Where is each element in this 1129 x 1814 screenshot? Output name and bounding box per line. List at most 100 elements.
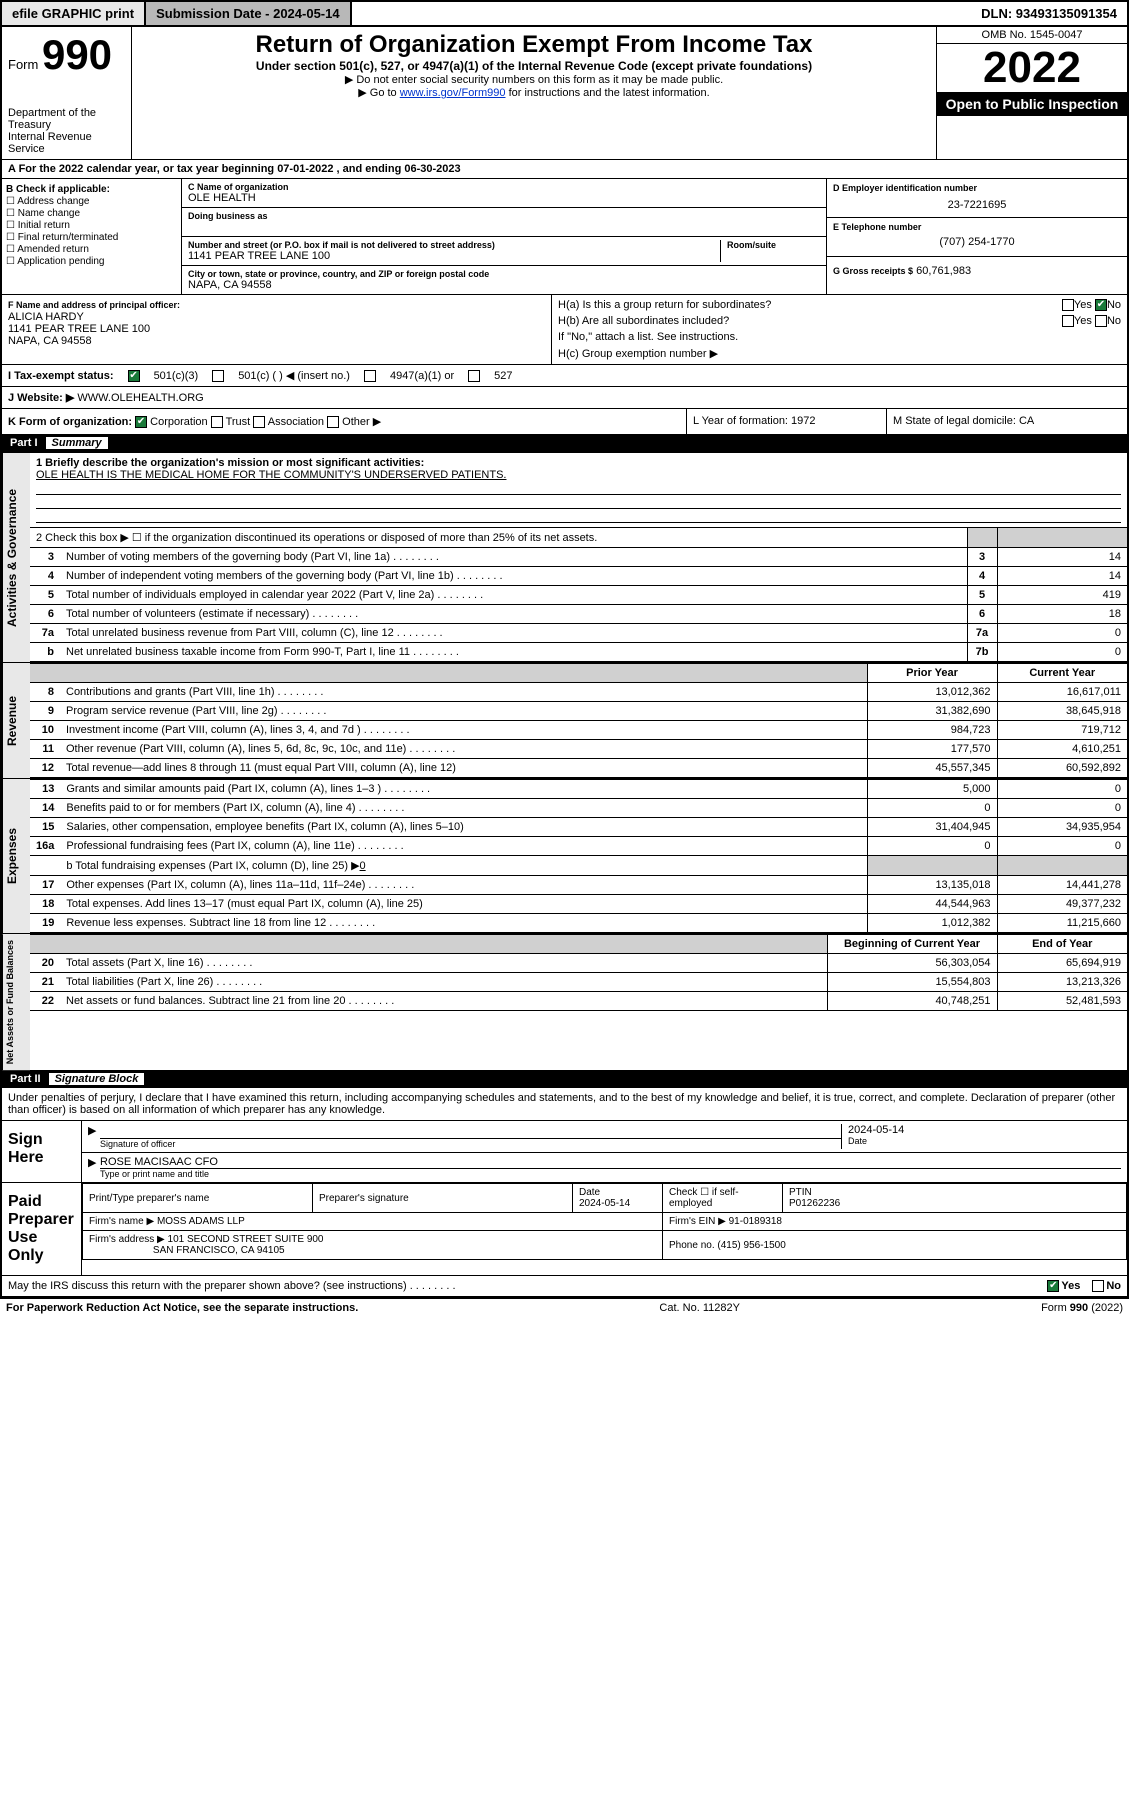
- form-label: Form: [8, 57, 38, 72]
- year-formation: L Year of formation: 1972: [687, 409, 887, 434]
- box-b-header: B Check if applicable:: [6, 184, 177, 195]
- sig-date-value: 2024-05-14: [848, 1124, 1121, 1136]
- chk-application-pending[interactable]: ☐ Application pending: [6, 256, 177, 267]
- line9-prior: 31,382,690: [867, 702, 997, 721]
- side-revenue: Revenue: [2, 663, 30, 778]
- line4-value: 14: [997, 567, 1127, 586]
- ha-no-checkbox[interactable]: ✔: [1095, 299, 1107, 311]
- chk-corporation[interactable]: ✔: [135, 416, 147, 428]
- org-name: OLE HEALTH: [188, 192, 820, 204]
- chk-final-return[interactable]: ☐ Final return/terminated: [6, 232, 177, 243]
- chk-amended-return[interactable]: ☐ Amended return: [6, 244, 177, 255]
- dept-treasury: Department of the Treasury: [8, 107, 125, 131]
- irs-no-label: No: [1106, 1280, 1121, 1292]
- line19-text: Revenue less expenses. Subtract line 18 …: [60, 914, 867, 933]
- line6-text: Total number of volunteers (estimate if …: [60, 605, 967, 624]
- chk-initial-return[interactable]: ☐ Initial return: [6, 220, 177, 231]
- lbl-4947: 4947(a)(1) or: [390, 370, 454, 382]
- officer-addr1: 1141 PEAR TREE LANE 100: [8, 323, 150, 335]
- line3-text: Number of voting members of the governin…: [60, 548, 967, 567]
- line14-current: 0: [997, 799, 1127, 818]
- row-a-tax-year: A For the 2022 calendar year, or tax yea…: [2, 159, 1127, 178]
- irs-yes-checkbox[interactable]: ✔: [1047, 1280, 1059, 1292]
- chk-501c[interactable]: [212, 370, 224, 382]
- line20-text: Total assets (Part X, line 16): [60, 954, 827, 973]
- prep-name-label: Print/Type preparer's name: [89, 1193, 306, 1204]
- hb-no-checkbox[interactable]: [1095, 315, 1107, 327]
- form-note-ssn: ▶ Do not enter social security numbers o…: [138, 73, 930, 86]
- line21-current: 13,213,326: [997, 973, 1127, 992]
- line14-text: Benefits paid to or for members (Part IX…: [60, 799, 867, 818]
- hb-yes-checkbox[interactable]: [1062, 315, 1074, 327]
- line18-text: Total expenses. Add lines 13–17 (must eq…: [60, 895, 867, 914]
- part-i-header: Part I Summary: [2, 434, 1127, 452]
- line17-current: 14,441,278: [997, 876, 1127, 895]
- line16b-value: 0: [360, 860, 366, 872]
- irs-link[interactable]: www.irs.gov/Form990: [400, 87, 506, 99]
- officer-label: F Name and address of principal officer:: [8, 300, 180, 310]
- hc-label: H(c) Group exemption number ▶: [558, 347, 1121, 360]
- sig-date-label: Date: [848, 1136, 1121, 1146]
- firm-phone-value: (415) 956-1500: [717, 1240, 785, 1251]
- line20-prior: 56,303,054: [827, 954, 997, 973]
- line15-prior: 31,404,945: [867, 818, 997, 837]
- line15-current: 34,935,954: [997, 818, 1127, 837]
- officer-addr2: NAPA, CA 94558: [8, 335, 92, 347]
- chk-527[interactable]: [468, 370, 480, 382]
- officer-name-title: ROSE MACISAAC CFO: [100, 1156, 1121, 1168]
- chk-other[interactable]: [327, 416, 339, 428]
- officer-name: ALICIA HARDY: [8, 311, 84, 323]
- lbl-other: Other ▶: [342, 416, 381, 428]
- hb-yes-label: Yes: [1074, 315, 1092, 327]
- lbl-527: 527: [494, 370, 512, 382]
- penalties-text: Under penalties of perjury, I declare th…: [2, 1088, 1127, 1120]
- form-id-block: Form 990 Department of the Treasury Inte…: [2, 27, 132, 159]
- efile-print-button[interactable]: efile GRAPHIC print: [2, 2, 146, 25]
- prep-self-label: Check ☐ if self-employed: [669, 1187, 776, 1209]
- line22-prior: 40,748,251: [827, 992, 997, 1011]
- firm-name-value: MOSS ADAMS LLP: [157, 1216, 245, 1227]
- chk-trust[interactable]: [211, 416, 223, 428]
- lbl-trust: Trust: [226, 416, 251, 428]
- street-address: 1141 PEAR TREE LANE 100: [188, 250, 720, 262]
- lbl-association: Association: [268, 416, 324, 428]
- footer-form: Form 990 (2022): [1041, 1302, 1123, 1314]
- line4-text: Number of independent voting members of …: [60, 567, 967, 586]
- dln-label: DLN: 93493135091354: [971, 2, 1127, 25]
- chk-name-change[interactable]: ☐ Name change: [6, 208, 177, 219]
- side-governance: Activities & Governance: [2, 453, 30, 662]
- form-number: 990: [42, 31, 112, 78]
- name-title-label: Type or print name and title: [100, 1168, 1121, 1179]
- line2-text: 2 Check this box ▶ ☐ if the organization…: [30, 528, 967, 548]
- hb-no-label: No: [1107, 315, 1121, 327]
- chk-association[interactable]: [253, 416, 265, 428]
- chk-501c3[interactable]: ✔: [128, 370, 140, 382]
- line18-current: 49,377,232: [997, 895, 1127, 914]
- may-irs-discuss: May the IRS discuss this return with the…: [8, 1280, 1047, 1292]
- line11-prior: 177,570: [867, 740, 997, 759]
- chk-4947[interactable]: [364, 370, 376, 382]
- current-year-hdr: Current Year: [997, 664, 1127, 683]
- state-domicile: M State of legal domicile: CA: [887, 409, 1127, 434]
- firm-ein-label: Firm's EIN ▶: [669, 1216, 726, 1227]
- open-to-public: Open to Public Inspection: [937, 92, 1127, 116]
- line17-text: Other expenses (Part IX, column (A), lin…: [60, 876, 867, 895]
- dba-label: Doing business as: [188, 211, 820, 221]
- prep-date-value: 2024-05-14: [579, 1198, 656, 1209]
- firm-ein-value: 91-0189318: [729, 1216, 782, 1227]
- submission-date-label: Submission Date - 2024-05-14: [146, 2, 352, 25]
- org-name-label: C Name of organization: [188, 182, 820, 192]
- irs-no-checkbox[interactable]: [1092, 1280, 1104, 1292]
- ha-yes-checkbox[interactable]: [1062, 299, 1074, 311]
- hb-label: H(b) Are all subordinates included?: [558, 315, 729, 327]
- line10-current: 719,712: [997, 721, 1127, 740]
- line6-value: 18: [997, 605, 1127, 624]
- tax-year: 2022: [937, 44, 1127, 92]
- ha-yes-label: Yes: [1074, 299, 1092, 311]
- line7a-text: Total unrelated business revenue from Pa…: [60, 624, 967, 643]
- omb-number: OMB No. 1545-0047: [937, 27, 1127, 44]
- line21-prior: 15,554,803: [827, 973, 997, 992]
- chk-address-change[interactable]: ☐ Address change: [6, 196, 177, 207]
- end-year-hdr: End of Year: [997, 935, 1127, 954]
- line13-current: 0: [997, 780, 1127, 799]
